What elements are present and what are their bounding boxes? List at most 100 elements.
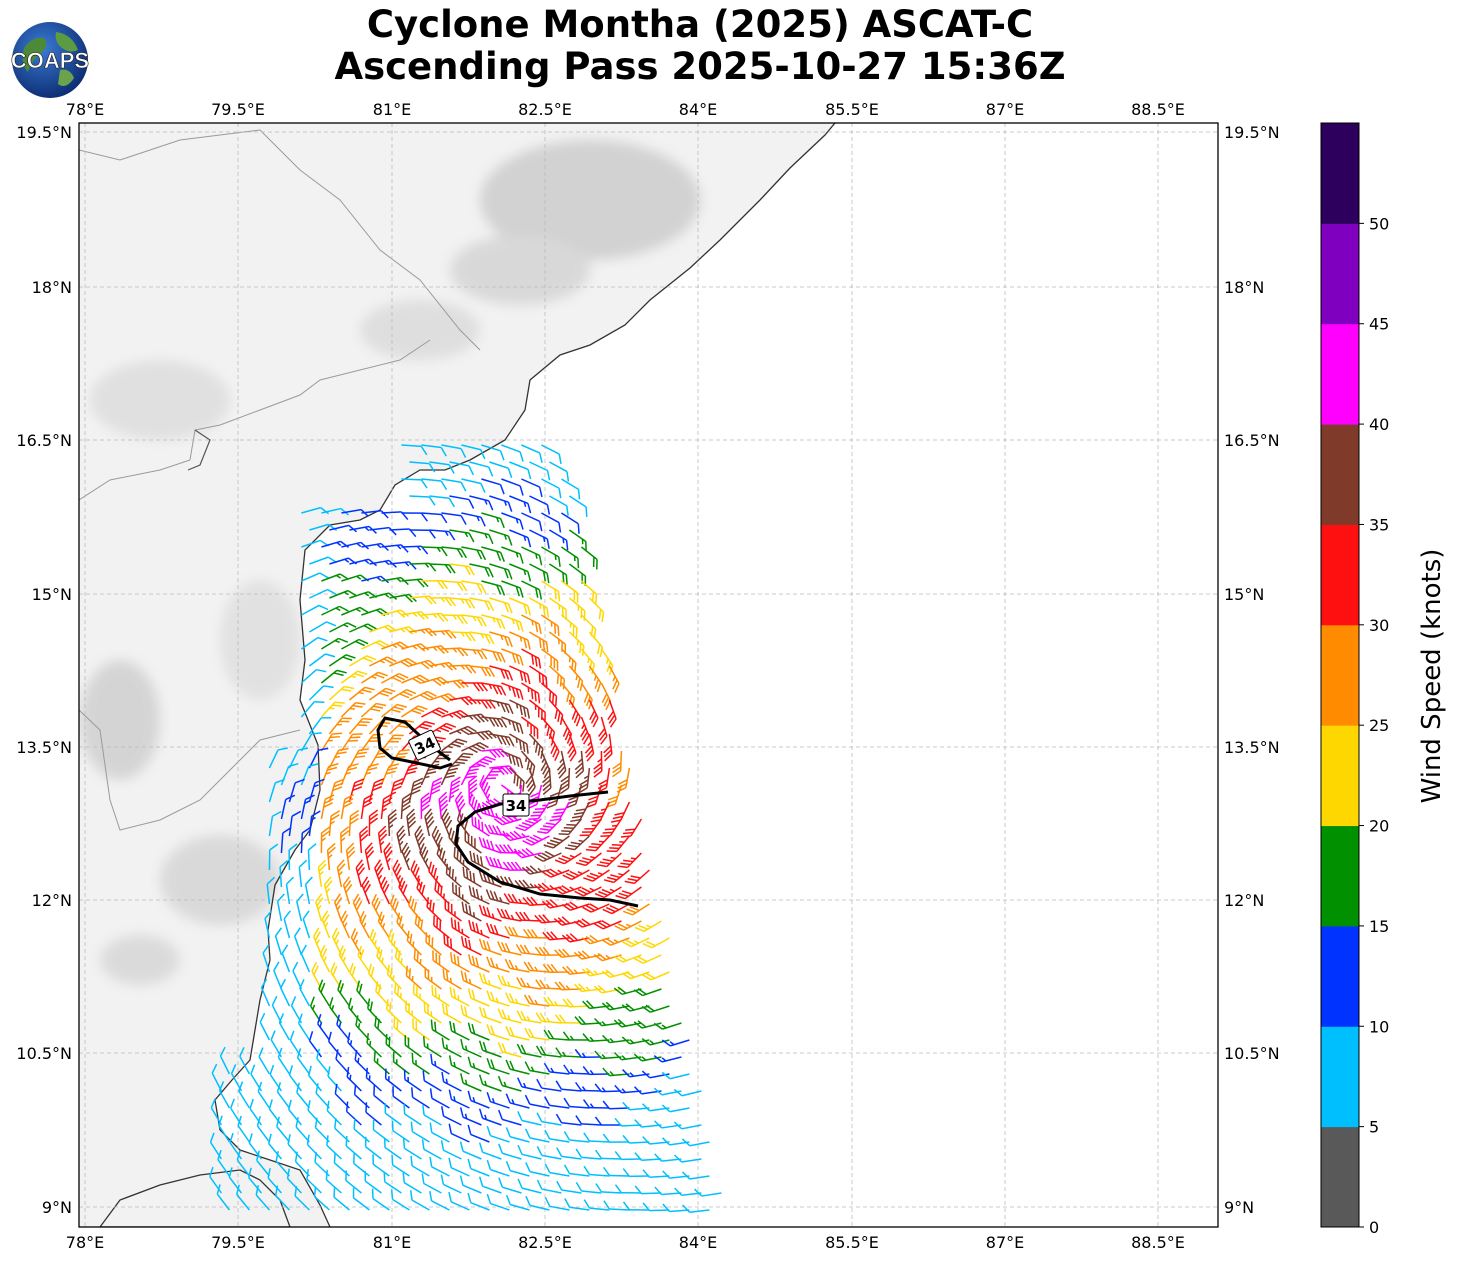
wind-barb bbox=[541, 512, 562, 533]
wind-barb bbox=[584, 733, 595, 762]
lon-tick-top: 87°E bbox=[986, 100, 1024, 119]
wind-barb bbox=[622, 1168, 650, 1178]
wind-barb bbox=[328, 1031, 342, 1058]
wind-barb bbox=[298, 859, 308, 888]
wind-barb bbox=[525, 1195, 550, 1211]
wind-barb bbox=[481, 478, 505, 495]
wind-barb bbox=[373, 1050, 390, 1075]
map-area[interactable]: 34 34 bbox=[79, 123, 1218, 1227]
wind-barb bbox=[570, 801, 591, 823]
wind-barb bbox=[326, 842, 336, 871]
wind-barb bbox=[349, 558, 378, 567]
wind-barb bbox=[603, 1166, 630, 1177]
colorbar-segment bbox=[1321, 1026, 1359, 1128]
wind-barb bbox=[544, 1129, 570, 1143]
wind-barb bbox=[276, 1082, 291, 1109]
wind-barb bbox=[485, 889, 510, 905]
wind-barb bbox=[381, 576, 409, 586]
wind-barb bbox=[540, 614, 560, 637]
wind-barb bbox=[448, 752, 474, 769]
wind-barb bbox=[421, 546, 448, 557]
wind-barb bbox=[521, 614, 542, 635]
wind-barb bbox=[309, 621, 337, 633]
wind-barb bbox=[392, 1086, 410, 1109]
wind-barb bbox=[582, 1000, 610, 1010]
wind-barb bbox=[271, 995, 283, 1024]
wind-barb bbox=[613, 1018, 642, 1028]
wind-barb bbox=[296, 893, 304, 922]
wind-barbs bbox=[209, 444, 722, 1214]
wind-barb bbox=[401, 478, 428, 489]
wind-barb bbox=[498, 1143, 522, 1160]
wind-barb bbox=[340, 733, 363, 752]
wind-barb bbox=[641, 971, 670, 981]
wind-barb bbox=[342, 876, 353, 905]
wind-barb bbox=[424, 808, 435, 837]
wind-barb bbox=[509, 597, 532, 616]
wind-barb bbox=[361, 542, 389, 552]
wind-barb bbox=[409, 627, 437, 637]
wind-barb bbox=[288, 843, 298, 871]
wind-barb bbox=[486, 1058, 510, 1075]
wind-barb bbox=[560, 546, 580, 569]
wind-barb bbox=[603, 869, 630, 884]
wind-barb bbox=[568, 631, 585, 656]
wind-barb bbox=[524, 1128, 550, 1143]
wind-barb bbox=[509, 631, 531, 650]
wind-barb bbox=[441, 1037, 462, 1058]
wind-barb bbox=[441, 478, 467, 492]
wind-barb bbox=[548, 733, 560, 761]
wind-barb bbox=[449, 461, 475, 476]
wind-barb bbox=[281, 944, 291, 973]
wind-barb bbox=[436, 844, 451, 871]
wind-barb bbox=[661, 1071, 690, 1080]
wind-barb bbox=[268, 747, 288, 769]
wind-barb bbox=[509, 665, 531, 685]
wind-barb bbox=[258, 1047, 271, 1075]
wind-barb bbox=[574, 1048, 602, 1059]
wind-barb bbox=[541, 767, 552, 796]
wind-barb bbox=[461, 580, 487, 594]
wind-barb bbox=[486, 1092, 510, 1109]
wind-barb bbox=[509, 529, 532, 548]
wind-barb bbox=[421, 1173, 442, 1194]
wind-barb bbox=[368, 809, 379, 837]
wind-barb bbox=[389, 657, 417, 668]
wind-barb bbox=[560, 614, 578, 638]
wind-barb bbox=[549, 529, 569, 551]
wind-barb bbox=[393, 1017, 410, 1041]
wind-barb bbox=[278, 1013, 291, 1041]
wind-barb bbox=[497, 1008, 522, 1024]
wind-barb bbox=[360, 702, 387, 718]
wind-barb bbox=[345, 842, 356, 871]
wind-barb bbox=[444, 899, 462, 922]
wind-barb bbox=[615, 886, 642, 900]
wind-barb bbox=[300, 700, 325, 718]
wind-barb bbox=[486, 922, 510, 939]
wind-barb bbox=[613, 954, 642, 963]
wind-barb bbox=[413, 948, 430, 973]
wind-barb bbox=[297, 1013, 311, 1041]
wind-barb bbox=[389, 894, 403, 922]
wind-barb bbox=[336, 1014, 350, 1041]
wind-barb bbox=[380, 703, 407, 718]
wind-barb bbox=[543, 1029, 570, 1041]
wind-barb bbox=[280, 978, 291, 1007]
wind-barb bbox=[558, 818, 582, 836]
wind-barb bbox=[471, 815, 490, 837]
wind-barb bbox=[478, 1074, 502, 1092]
wind-barb bbox=[368, 778, 385, 803]
wind-barb bbox=[421, 645, 449, 654]
wind-barb bbox=[509, 563, 532, 582]
wind-barb bbox=[247, 1167, 262, 1194]
wind-barb bbox=[541, 580, 561, 602]
wind-barb bbox=[467, 1056, 490, 1075]
colorbar-tick: 50 bbox=[1369, 214, 1389, 233]
wind-barb bbox=[288, 1065, 303, 1092]
wind-barb bbox=[575, 1115, 602, 1126]
wind-barb bbox=[300, 668, 327, 684]
wind-barb bbox=[607, 699, 617, 728]
wind-barb bbox=[553, 885, 582, 895]
wind-barb bbox=[573, 918, 602, 928]
